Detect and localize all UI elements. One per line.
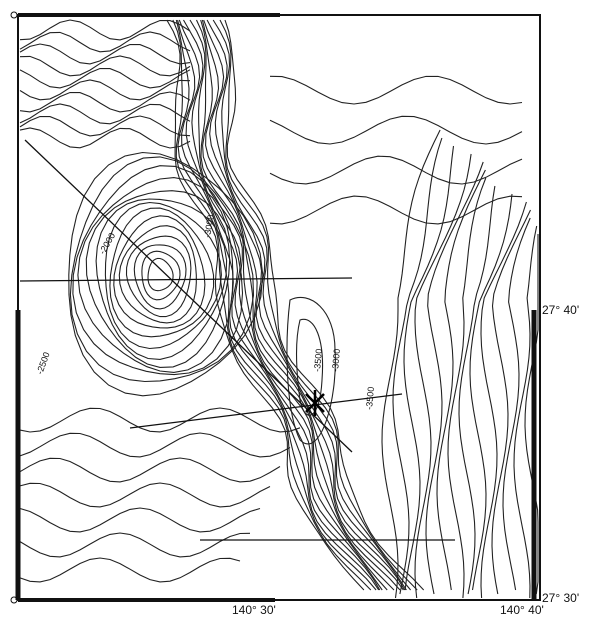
lat-label: 27° 40' (542, 303, 579, 317)
contour-label: -3500 (364, 386, 376, 410)
map: 140° 30' 140° 40' 27° 40' 27° 30' -2000 … (0, 0, 590, 623)
lat-label: 27° 30' (542, 591, 579, 605)
lon-label: 140° 30' (232, 603, 276, 617)
lon-label: 140° 40' (500, 603, 544, 617)
contour-label: -3000 (330, 348, 342, 372)
contour-label: -3500 (312, 348, 324, 372)
